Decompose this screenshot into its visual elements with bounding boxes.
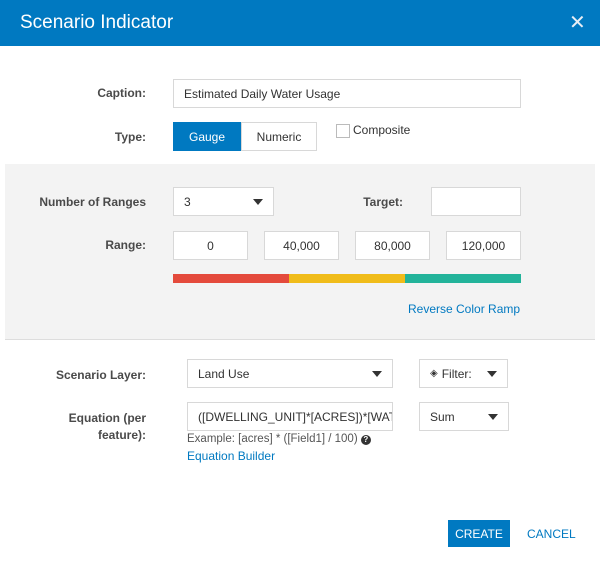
reverse-color-ramp-link[interactable]: Reverse Color Ramp: [408, 302, 521, 316]
range-label: Range:: [105, 238, 146, 252]
number-of-ranges-label: Number of Ranges: [39, 195, 146, 209]
type-numeric-button[interactable]: Numeric: [241, 122, 317, 151]
color-ramp-segment-3: [405, 274, 521, 283]
layers-icon: ◈: [430, 368, 438, 379]
caption-label: Caption:: [97, 86, 146, 100]
type-gauge-button[interactable]: Gauge: [173, 122, 241, 151]
target-input[interactable]: [431, 187, 521, 216]
filter-label: Filter:: [441, 366, 472, 381]
equation-builder-link[interactable]: Equation Builder: [187, 449, 276, 463]
color-ramp-segment-2: [289, 274, 405, 283]
question-icon[interactable]: ?: [360, 435, 371, 445]
scenario-layer-select[interactable]: Land Use: [187, 359, 393, 388]
create-button[interactable]: CREATE: [448, 520, 510, 547]
cancel-button[interactable]: CANCEL: [527, 527, 576, 541]
close-icon[interactable]: ✕: [569, 12, 586, 34]
type-label: Type:: [114, 130, 146, 144]
aggregate-select[interactable]: Sum: [419, 402, 509, 431]
color-ramp-segment-1: [173, 274, 289, 283]
equation-example: Example: [acres] * ([Field1] / 100) ?: [187, 433, 371, 445]
range-input-2[interactable]: 40,000: [264, 231, 339, 260]
composite-label: Composite: [353, 123, 411, 137]
range-input-4[interactable]: 120,000: [446, 231, 521, 260]
composite-checkbox[interactable]: [336, 124, 350, 138]
equation-input[interactable]: ([DWELLING_UNIT]*[ACRES])*[WATE: [187, 402, 393, 431]
range-input-1[interactable]: 0: [173, 231, 248, 260]
number-of-ranges-select[interactable]: 3: [173, 187, 274, 216]
aggregate-value: Sum: [430, 409, 455, 424]
caption-input[interactable]: Estimated Daily Water Usage: [173, 79, 521, 108]
example-text: Example: [acres] * ([Field1] / 100): [187, 433, 358, 445]
dialog-title: Scenario Indicator: [20, 12, 174, 33]
ranges-value: 3: [184, 194, 191, 209]
chevron-down-icon: [488, 413, 498, 420]
dialog-header: [0, 0, 600, 46]
scenario-layer-label: Scenario Layer:: [55, 368, 146, 382]
range-input-3[interactable]: 80,000: [355, 231, 430, 260]
chevron-down-icon: [487, 370, 497, 377]
chevron-down-icon: [253, 198, 263, 205]
filter-button[interactable]: ◈ Filter:: [419, 359, 508, 388]
chevron-down-icon: [372, 370, 382, 377]
target-label: Target:: [363, 195, 403, 209]
layer-value: Land Use: [198, 366, 250, 381]
equation-label: Equation (per feature):: [68, 411, 146, 442]
